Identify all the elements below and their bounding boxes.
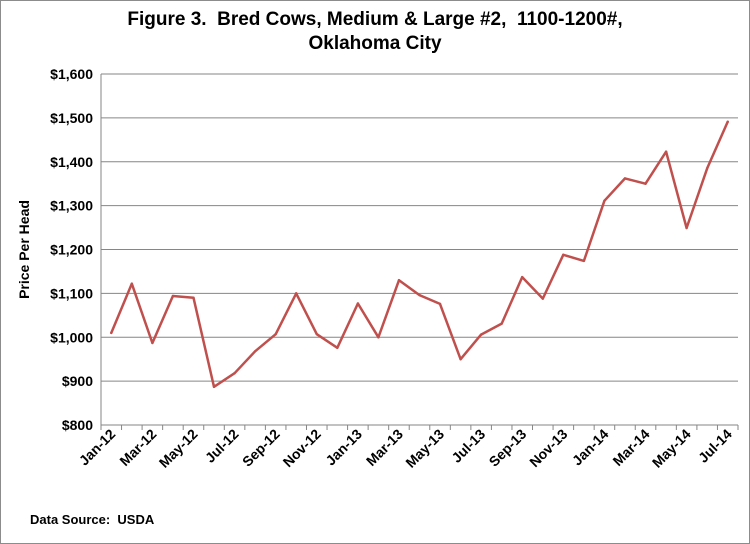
x-tick-label: Jan-13 (322, 426, 365, 469)
data-point (397, 279, 401, 282)
x-tick-label: May-12 (156, 426, 201, 471)
y-tick-label: $1,200 (50, 242, 93, 258)
data-point (274, 332, 277, 336)
data-point (151, 341, 154, 345)
x-tick-label: Jan-14 (569, 426, 612, 469)
data-point (623, 177, 627, 180)
x-tick-label: May-14 (649, 426, 694, 471)
y-axis-title: Price Per Head (16, 200, 32, 299)
data-point (685, 226, 688, 230)
chart-title: Figure 3. Bred Cows, Medium & Large #2, … (0, 8, 750, 56)
data-point (253, 350, 257, 353)
y-tick-label: $800 (62, 417, 93, 433)
data-point (479, 333, 483, 336)
data-source-note: Data Source: USDA (30, 512, 155, 527)
x-tick-label: Jul-14 (695, 426, 735, 466)
data-point (438, 302, 442, 306)
data-point (377, 336, 380, 339)
data-point (130, 282, 134, 285)
x-tick-label: May-13 (402, 426, 447, 471)
data-point (726, 120, 729, 124)
y-tick-label: $1,000 (50, 329, 93, 345)
data-point (233, 372, 236, 375)
data-point (336, 346, 339, 349)
data-point (644, 182, 647, 185)
data-point (664, 150, 668, 153)
x-tick-label: Mar-13 (363, 426, 406, 469)
x-tick-label: Nov-12 (280, 426, 324, 470)
x-tick-label: Jul-12 (202, 426, 242, 466)
data-point (192, 296, 195, 299)
y-tick-label: $1,300 (50, 198, 93, 214)
data-point (171, 294, 175, 298)
data-point (500, 322, 503, 325)
data-point (295, 292, 298, 295)
x-tick-label: Mar-12 (116, 426, 159, 469)
x-tick-label: Jul-13 (448, 426, 488, 466)
chart-title-line-1: Figure 3. Bred Cows, Medium & Large #2, … (127, 9, 623, 30)
y-tick-label: $1,400 (50, 154, 93, 170)
data-point (603, 199, 606, 202)
x-tick-label: Sep-13 (486, 426, 530, 470)
data-point (562, 253, 565, 256)
chart-title-line-2: Oklahoma City (308, 33, 442, 54)
data-point (582, 259, 586, 263)
data-point (705, 167, 709, 170)
data-point (521, 275, 524, 279)
data-point (315, 332, 318, 336)
y-tick-label: $900 (62, 373, 93, 389)
y-tick-label: $1,500 (50, 110, 93, 126)
data-point (418, 293, 421, 297)
x-tick-label: Sep-12 (239, 426, 283, 470)
x-tick-label: Nov-13 (526, 426, 570, 470)
data-point (212, 385, 216, 389)
data-point (110, 331, 113, 335)
data-point (459, 357, 462, 361)
data-point (541, 297, 544, 300)
x-tick-label: Mar-14 (609, 426, 652, 469)
y-tick-label: $1,100 (50, 285, 93, 301)
data-point (356, 302, 360, 305)
y-tick-label: $1,600 (50, 66, 93, 82)
